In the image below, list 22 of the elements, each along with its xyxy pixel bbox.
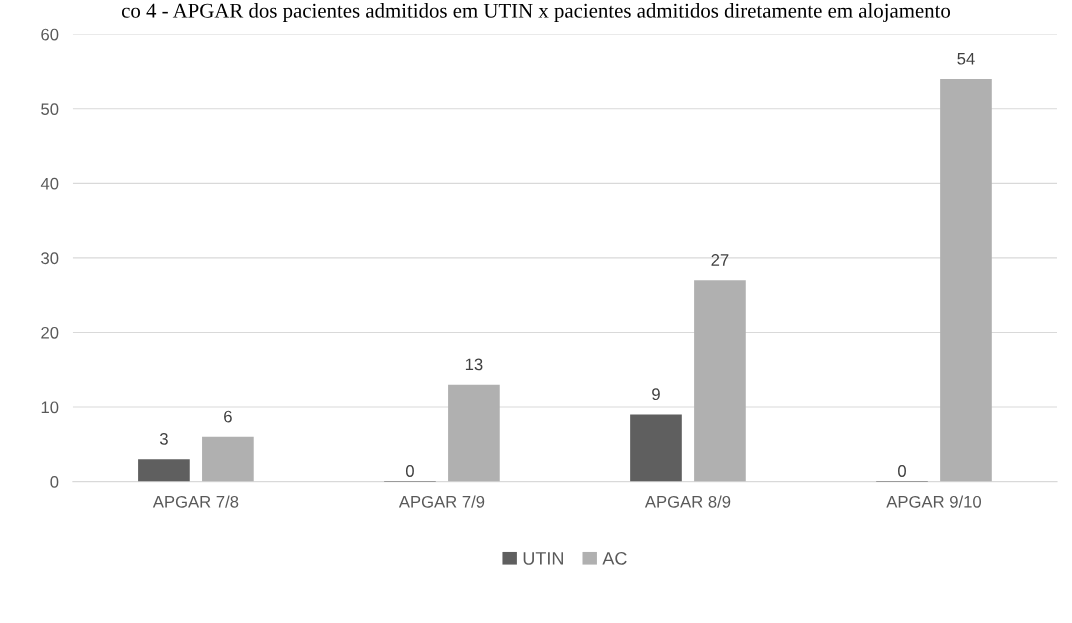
data-label: 0 [405,465,414,477]
y-tick-label: 40 [40,177,59,190]
x-tick-label: APGAR 9/10 [886,495,982,508]
x-tick-label: APGAR 8/9 [644,495,731,508]
y-tick-label: 10 [41,401,59,414]
y-tick-label: 50 [41,103,59,116]
data-label: 54 [957,52,975,65]
x-tick-label: APGAR 7/8 [152,495,239,508]
data-label: 3 [159,433,168,445]
legend-label: UTIN [523,552,563,565]
data-label: 6 [224,410,232,423]
data-label: 13 [465,358,483,371]
y-tick-label: 0 [50,475,59,488]
legend-label: AC [602,551,627,565]
y-tick-label: 30 [41,252,59,265]
y-tick-label: 60 [41,28,59,41]
data-label: 27 [711,254,729,266]
data-label: 0 [898,465,906,477]
chart-title: co 4 - APGAR dos pacientes admitidos em UTIN x pacientes admitidos diretamente em alojamento [121,3,951,23]
data-label: 9 [652,388,660,401]
y-tick-label: 20 [41,326,59,339]
x-tick-label: APGAR 7/9 [398,495,485,508]
